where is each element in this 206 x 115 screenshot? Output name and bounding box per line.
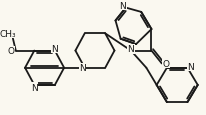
Text: O: O — [162, 59, 169, 68]
Text: CH₃: CH₃ — [0, 30, 16, 39]
Text: N: N — [51, 45, 58, 53]
Text: N: N — [31, 83, 37, 92]
Text: O: O — [7, 47, 14, 56]
Text: N: N — [186, 62, 193, 71]
Text: N: N — [127, 45, 134, 54]
Text: N: N — [79, 64, 85, 73]
Text: N: N — [119, 2, 125, 11]
